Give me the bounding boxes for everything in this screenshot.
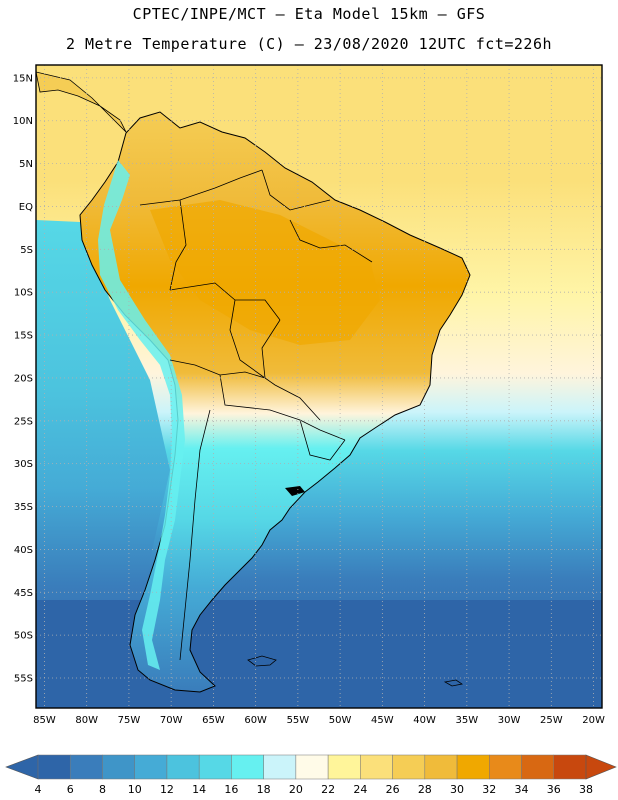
colorbar-label: 36 xyxy=(547,783,561,796)
lon-label: 80W xyxy=(75,715,98,726)
lon-label: 50W xyxy=(329,715,352,726)
colorbar-swatch xyxy=(424,754,458,780)
colorbar-swatch xyxy=(521,754,555,780)
colorbar-label: 14 xyxy=(192,783,206,796)
colorbar-label: 22 xyxy=(321,783,335,796)
lat-label: 15S xyxy=(14,331,33,342)
colorbar-label: 4 xyxy=(35,783,42,796)
colorbar-label: 34 xyxy=(515,783,529,796)
andes-cool-ridge xyxy=(98,160,185,670)
central-america-land xyxy=(36,71,127,133)
colorbar-label: 10 xyxy=(128,783,142,796)
colorbar-swatch xyxy=(102,754,135,780)
lon-label: 45W xyxy=(371,715,394,726)
lon-label: 30W xyxy=(498,715,521,726)
map-frame xyxy=(35,64,603,709)
colorbar-label: 20 xyxy=(289,783,303,796)
colorbar-label: 28 xyxy=(418,783,432,796)
pacific-ocean-field xyxy=(36,220,170,708)
colorbar-label: 16 xyxy=(224,783,238,796)
colorbar-label: 32 xyxy=(482,783,496,796)
colorbar-label: 30 xyxy=(450,783,464,796)
lat-label: 45S xyxy=(14,588,33,599)
colorbar-swatch xyxy=(295,754,329,780)
country-borders xyxy=(139,169,373,661)
lon-label: 55W xyxy=(287,715,310,726)
colorbar-swatch xyxy=(134,754,168,780)
lon-label: 60W xyxy=(244,715,267,726)
colorbar: 4 6 8 10 12 14 16 18 20 22 24 26 28 30 32 34 36 38 xyxy=(5,754,617,796)
lat-label: EQ xyxy=(19,202,33,213)
lat-label: 25S xyxy=(14,416,33,427)
colorbar-swatch xyxy=(37,754,71,780)
lat-label: 10N xyxy=(13,116,33,127)
lat-label: 40S xyxy=(14,545,33,556)
colorbar-swatch xyxy=(166,754,200,780)
colorbar-swatch xyxy=(198,754,232,780)
colorbar-label: 12 xyxy=(160,783,174,796)
lon-label: 35W xyxy=(456,715,479,726)
falkland-islands xyxy=(247,655,277,667)
longitude-labels: 85W 80W 75W 70W 65W 60W 55W 50W 45W 40W 35W 30W 25W 2… xyxy=(33,715,605,726)
south-georgia-island xyxy=(443,679,464,687)
lon-label: 25W xyxy=(540,715,563,726)
lat-label: 30S xyxy=(14,459,33,470)
lat-label: 50S xyxy=(14,631,33,642)
title-line-1: CPTEC/INPE/MCT – Eta Model 15km – GFS xyxy=(132,5,486,23)
lat-label: 5N xyxy=(19,159,33,170)
southern-ocean-field xyxy=(36,600,602,708)
colorbar-swatch xyxy=(489,754,522,780)
colorbar-label: 38 xyxy=(579,783,593,796)
lat-label: 55S xyxy=(14,673,33,684)
title-line-2: 2 Metre Temperature (C) – 23/08/2020 12U… xyxy=(65,35,553,53)
colorbar-label: 8 xyxy=(99,783,106,796)
colorbar-label: 24 xyxy=(353,783,367,796)
colorbar-swatch xyxy=(360,754,393,780)
latitude-labels: 15N 10N 5N EQ 5S 10S 15S 20S 25S 30S 35S 40S 45S 50S 5… xyxy=(13,73,33,684)
lat-label: 20S xyxy=(14,373,33,384)
lon-label: 40W xyxy=(413,715,436,726)
amazon-warm-core xyxy=(150,200,380,345)
colorbar-swatch xyxy=(392,754,426,780)
lon-label: 20W xyxy=(582,715,605,726)
colorbar-arrow-right xyxy=(585,754,617,780)
colorbar-swatch xyxy=(263,754,297,780)
lon-label: 65W xyxy=(202,715,225,726)
lon-label: 75W xyxy=(118,715,141,726)
colorbar-swatch xyxy=(456,754,490,780)
colorbar-swatch xyxy=(69,754,103,780)
lat-label: 35S xyxy=(14,502,33,513)
lat-label: 5S xyxy=(20,245,33,256)
lagoon-mark xyxy=(285,486,305,496)
colorbar-swatch xyxy=(553,754,587,780)
lon-label: 70W xyxy=(160,715,183,726)
lon-label: 85W xyxy=(33,715,56,726)
colorbar-label: 26 xyxy=(386,783,400,796)
colorbar-label: 18 xyxy=(257,783,271,796)
colorbar-swatch xyxy=(231,754,264,780)
colorbar-label: 6 xyxy=(67,783,74,796)
lat-label: 10S xyxy=(14,288,33,299)
colorbar-swatch xyxy=(327,754,361,780)
colorbar-arrow-left xyxy=(5,754,39,780)
lat-label: 15N xyxy=(13,73,33,84)
